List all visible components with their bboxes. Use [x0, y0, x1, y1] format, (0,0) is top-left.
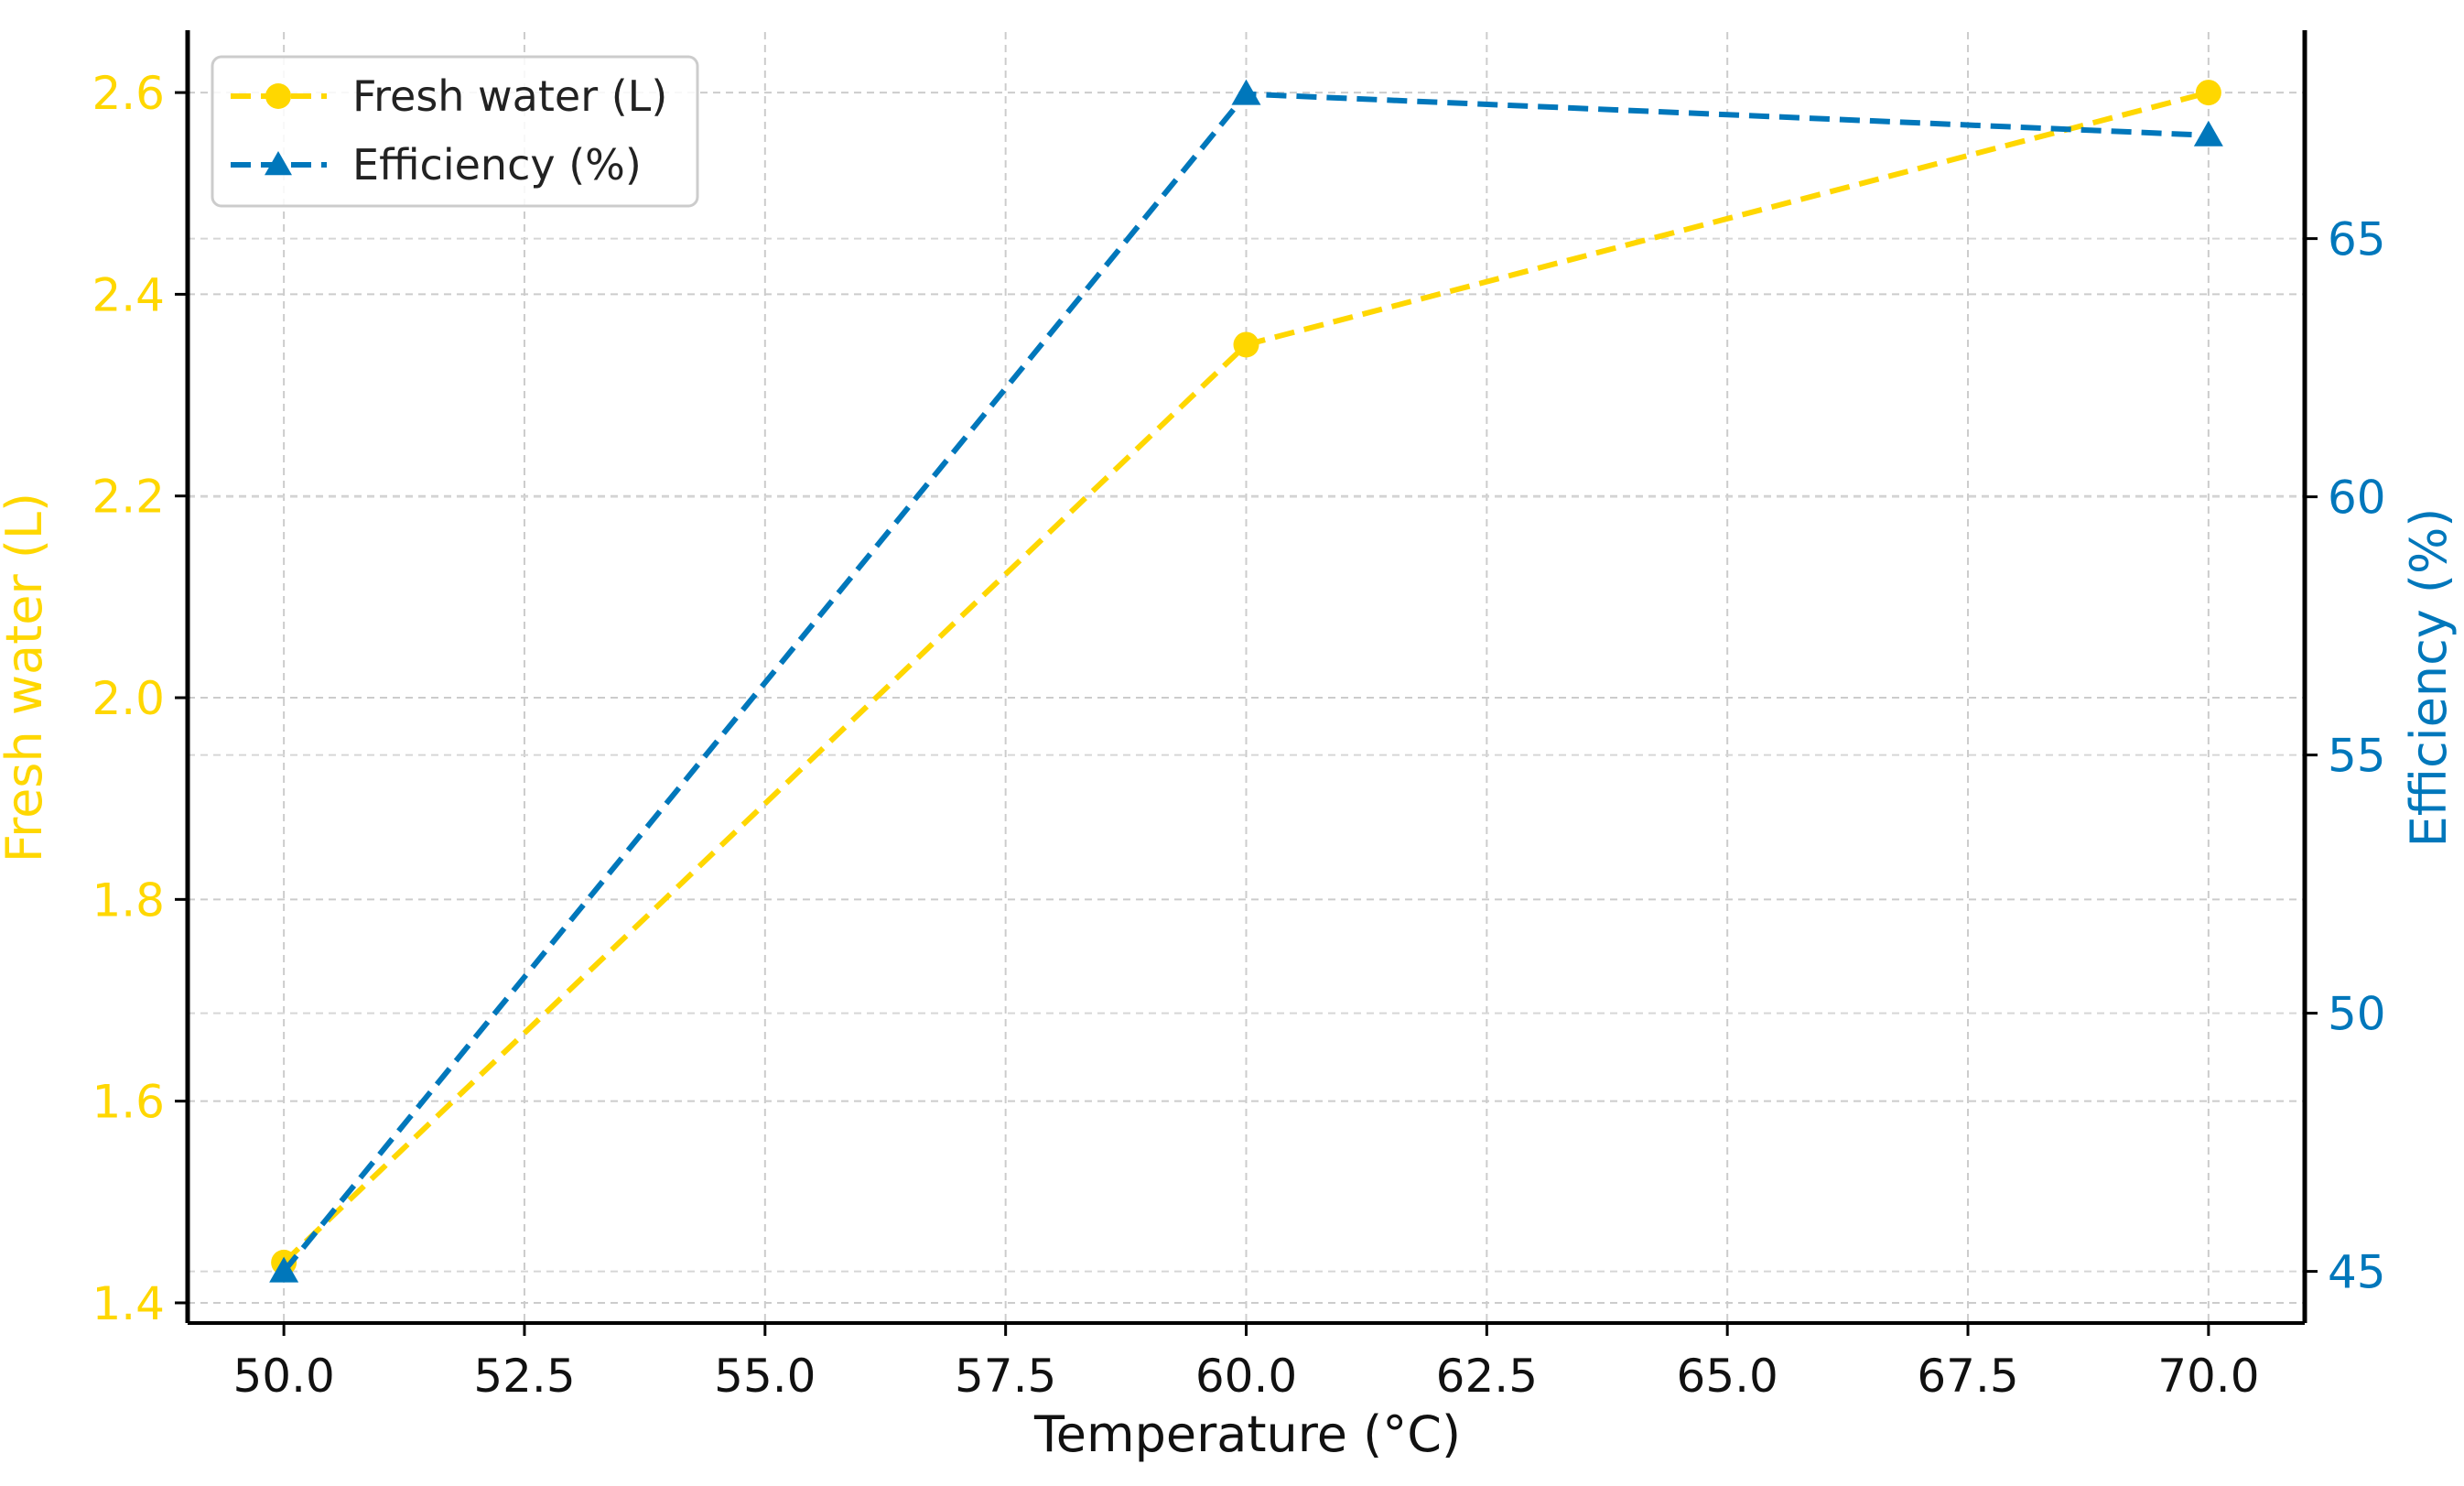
data-point-efficiency	[269, 1256, 299, 1283]
y-left-tick-label: 1.8	[92, 873, 165, 927]
x-tick-label: 50.0	[232, 1350, 334, 1403]
x-tick-label: 57.5	[955, 1350, 1056, 1403]
y-left-tick-label: 2.0	[92, 672, 165, 725]
series-layer	[269, 79, 2223, 1283]
legend-triangle-marker	[265, 151, 292, 176]
data-point-efficiency	[1231, 79, 1261, 105]
legend-label: Efficiency (%)	[352, 140, 642, 190]
y-right-tick-label: 50	[2328, 988, 2386, 1041]
axes-layer: 50.0 52.5 55.0 57.5 60.0 62.5 65.0 67.5 70.0 1.4 1…	[92, 30, 2386, 1403]
y-axis-left-title: Fresh water (L)	[0, 493, 53, 862]
y-left-tick-label: 2.6	[92, 67, 165, 120]
labels-layer: Temperature (°C) Fresh water (L) Efficie…	[0, 493, 2458, 1463]
data-point-fresh-water	[1233, 331, 1259, 358]
legend: Fresh water (L) Efficiency (%)	[211, 55, 699, 208]
x-tick-label: 67.5	[1917, 1350, 2018, 1403]
x-tick-label: 70.0	[2157, 1350, 2259, 1403]
series-line-efficiency	[281, 91, 2209, 1274]
x-tick-label: 60.0	[1195, 1350, 1297, 1403]
y-right-tick-label: 60	[2328, 472, 2386, 525]
data-point-fresh-water	[2195, 80, 2221, 106]
data-point-efficiency	[2193, 120, 2223, 146]
y-left-tick-label: 1.4	[92, 1277, 165, 1330]
x-tick-label: 62.5	[1436, 1350, 1538, 1403]
x-tick-label: 65.0	[1677, 1350, 1778, 1403]
legend-label: Fresh water (L)	[352, 71, 667, 121]
y-left-tick-label: 2.2	[92, 471, 165, 524]
y-right-tick-label: 45	[2328, 1246, 2386, 1299]
y-left-tick-label: 2.4	[92, 268, 165, 321]
y-left-tick-label: 1.6	[92, 1076, 165, 1129]
legend-box	[211, 55, 699, 208]
x-axis-title: Temperature (°C)	[1033, 1405, 1461, 1463]
y-right-tick-label: 55	[2328, 730, 2386, 783]
x-tick-label: 55.0	[714, 1350, 816, 1403]
y-axis-right-title: Efficiency (%)	[2400, 508, 2458, 848]
y-right-tick-label: 65	[2328, 213, 2386, 266]
grid-layer	[188, 32, 2305, 1323]
x-tick-label: 52.5	[473, 1350, 575, 1403]
legend-circle-marker	[265, 83, 291, 109]
